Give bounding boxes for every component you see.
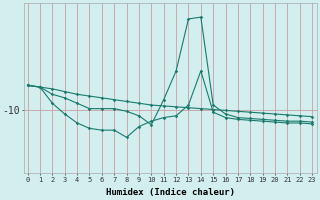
X-axis label: Humidex (Indice chaleur): Humidex (Indice chaleur) [106,188,235,197]
